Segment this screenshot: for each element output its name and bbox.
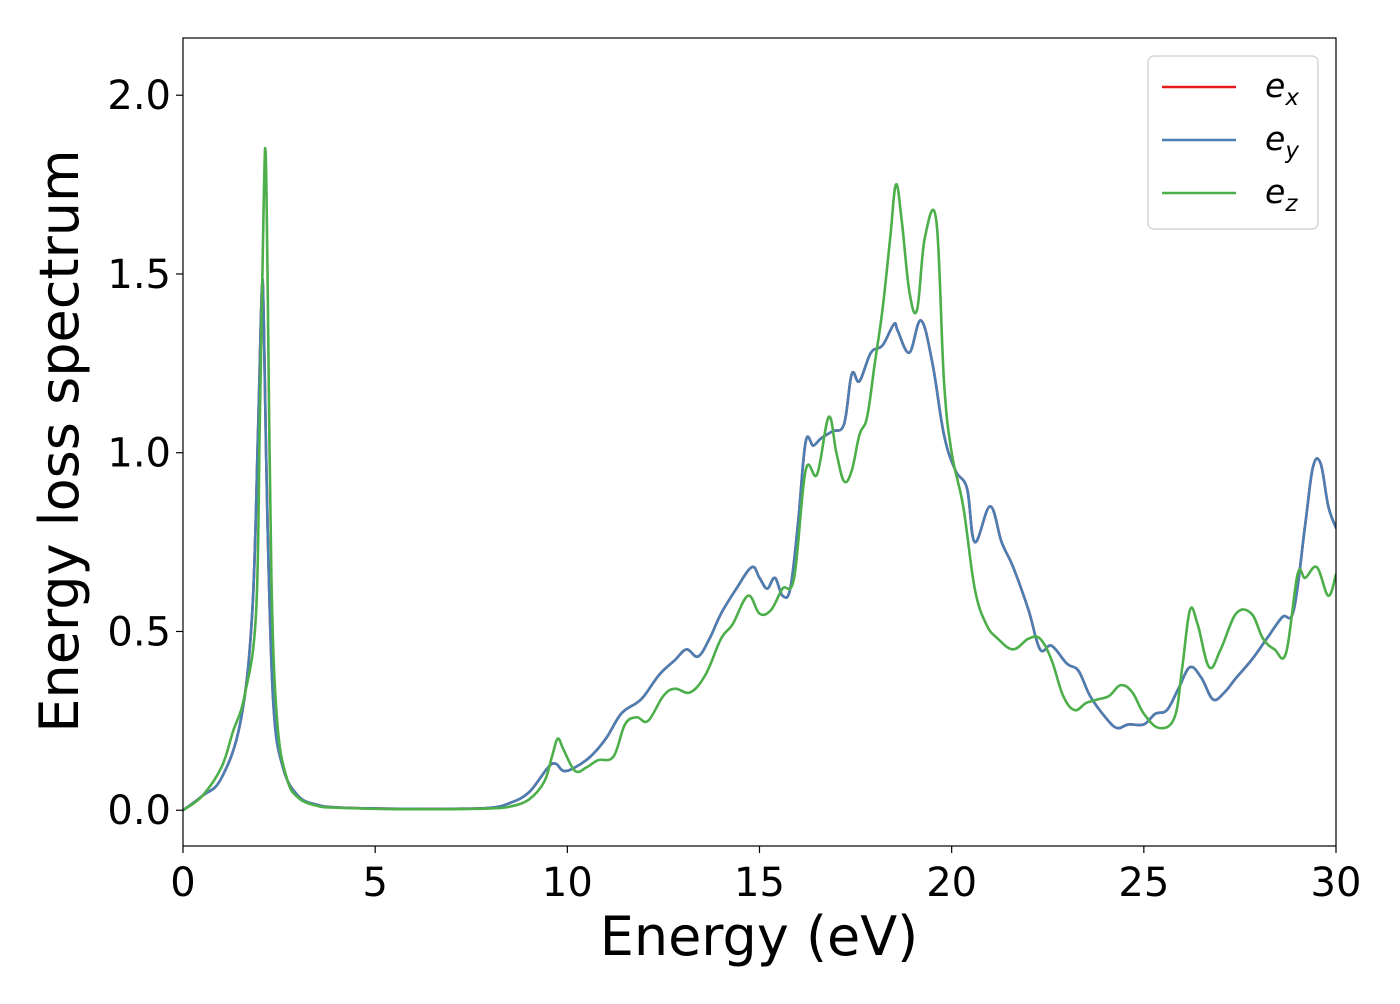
series-layer bbox=[183, 146, 1336, 812]
legend-label-z: ez bbox=[1265, 172, 1298, 217]
series-line-z bbox=[183, 146, 1336, 812]
x-tick-label: 0 bbox=[170, 860, 195, 906]
y-tick-label: 0.5 bbox=[107, 609, 171, 655]
x-tick-label: 30 bbox=[1311, 860, 1362, 906]
legend-box bbox=[1147, 55, 1319, 230]
y-tick-label: 1.0 bbox=[107, 431, 171, 477]
y-tick-label: 0.0 bbox=[107, 788, 171, 834]
axes-layer: 0 5 10 15 20 25 30 0.0 0.5 1.0 1.5 2.0 bbox=[107, 37, 1362, 906]
legend-label-x: ex bbox=[1265, 66, 1299, 111]
y-tick-label: 1.5 bbox=[107, 252, 171, 298]
x-tick-label: 10 bbox=[542, 860, 593, 906]
x-tick-label: 15 bbox=[734, 860, 785, 906]
legend-label-y: ey bbox=[1265, 119, 1299, 164]
x-axis-title: Energy (eV) bbox=[600, 905, 919, 968]
legend: ex ey ez bbox=[1147, 55, 1319, 230]
y-tick-label: 2.0 bbox=[107, 73, 171, 119]
x-tick-label: 25 bbox=[1118, 860, 1169, 906]
x-tick-label: 5 bbox=[362, 860, 387, 906]
y-axis-title: Energy loss spectrum bbox=[28, 149, 91, 732]
x-tick-label: 20 bbox=[926, 860, 977, 906]
